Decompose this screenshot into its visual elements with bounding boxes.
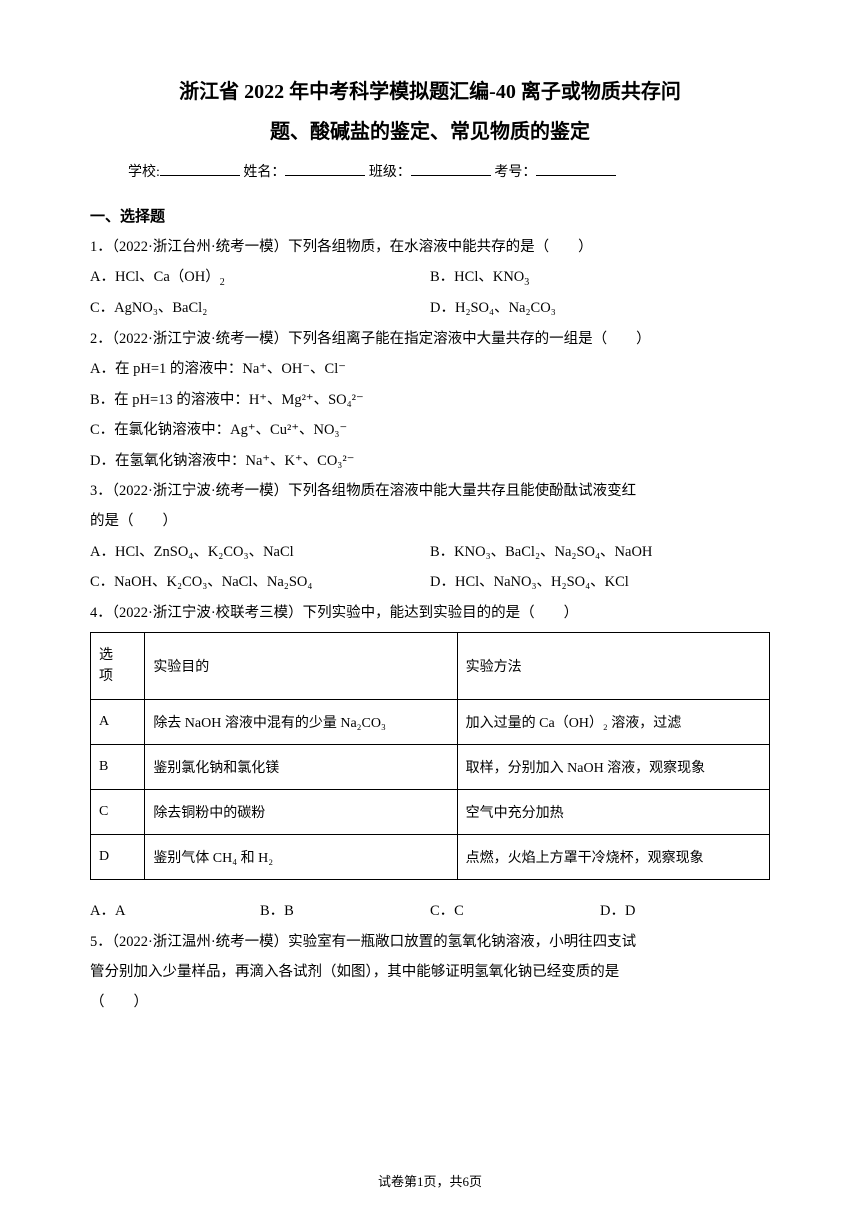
q4-stem: 4．（2022·浙江宁波·校联考三模）下列实验中，能达到实验目的的是（ ） bbox=[90, 598, 770, 628]
label-name: 姓名： bbox=[243, 165, 285, 180]
q4-table: 选项 实验目的 实验方法 A 除去 NaOH 溶液中混有的少量 Na₂CO₃ 加… bbox=[90, 632, 770, 880]
q1-row1: A．HCl、Ca（OH）2 B．HCl、KNO3 bbox=[90, 262, 770, 293]
q4-opt-d: D．D bbox=[600, 896, 770, 926]
title-line-2: 题、酸碱盐的鉴定、常见物质的鉴定 bbox=[90, 112, 770, 152]
table-row: C 除去铜粉中的碳粉 空气中充分加热 bbox=[91, 790, 770, 835]
q3-opt-d: D．HCl、NaNO₃、H₂SO₄、KCl bbox=[430, 567, 770, 597]
q4-opt-b: B．B bbox=[260, 896, 430, 926]
cell-method: 加入过量的 Ca（OH）₂ 溶液，过滤 bbox=[457, 700, 769, 745]
q1-opt-b: B．HCl、KNO3 bbox=[430, 262, 770, 293]
label-school: 学校: bbox=[128, 165, 160, 180]
cell-opt: D bbox=[91, 835, 145, 880]
cell-method: 取样，分别加入 NaOH 溶液，观察现象 bbox=[457, 745, 769, 790]
q2-opt-b: B．在 pH=13 的溶液中：H⁺、Mg²⁺、SO₄²⁻ bbox=[90, 385, 770, 415]
page-footer: 试卷第1页，共6页 bbox=[0, 1171, 860, 1190]
blank-examno[interactable] bbox=[536, 160, 616, 176]
cell-purpose: 鉴别气体 CH₄ 和 H₂ bbox=[145, 835, 457, 880]
student-info-line: 学校: 姓名： 班级： 考号： bbox=[90, 160, 770, 181]
q5-line3: （ ） bbox=[90, 987, 770, 1017]
q1-row2: C．AgNO₃、BaCl₂ D．H₂SO₄、Na₂CO₃ bbox=[90, 293, 770, 323]
cell-opt: C bbox=[91, 790, 145, 835]
q2-opt-c: C．在氯化钠溶液中：Ag⁺、Cu²⁺、NO₃⁻ bbox=[90, 415, 770, 445]
q1-a-text: A．HCl、Ca（OH） bbox=[90, 269, 220, 285]
q1-stem: 1．（2022·浙江台州·统考一模）下列各组物质，在水溶液中能共存的是（ ） bbox=[90, 232, 770, 262]
cell-opt: A bbox=[91, 700, 145, 745]
table-header-row: 选项 实验目的 实验方法 bbox=[91, 633, 770, 700]
table-row: D 鉴别气体 CH₄ 和 H₂ 点燃，火焰上方罩干冷烧杯，观察现象 bbox=[91, 835, 770, 880]
q4-opt-a: A．A bbox=[90, 896, 260, 926]
cell-opt: B bbox=[91, 745, 145, 790]
q3-row1: A．HCl、ZnSO₄、K₂CO₃、NaCl B．KNO₃、BaCl₂、Na₂S… bbox=[90, 537, 770, 567]
q3-stem-a: 3．（2022·浙江宁波·统考一模）下列各组物质在溶液中能大量共存且能使酚酞试液… bbox=[90, 476, 770, 506]
table-row: B 鉴别氯化钠和氯化镁 取样，分别加入 NaOH 溶液，观察现象 bbox=[91, 745, 770, 790]
label-class: 班级： bbox=[369, 165, 411, 180]
q4-opts: A．A B．B C．C D．D bbox=[90, 896, 770, 926]
table-row: A 除去 NaOH 溶液中混有的少量 Na₂CO₃ 加入过量的 Ca（OH）₂ … bbox=[91, 700, 770, 745]
blank-name[interactable] bbox=[285, 160, 365, 176]
q4-opt-c: C．C bbox=[430, 896, 600, 926]
cell-method: 点燃，火焰上方罩干冷烧杯，观察现象 bbox=[457, 835, 769, 880]
th-method: 实验方法 bbox=[457, 633, 769, 700]
cell-purpose: 鉴别氯化钠和氯化镁 bbox=[145, 745, 457, 790]
q1-b-text: B．HCl、KNO bbox=[430, 269, 524, 285]
q3-opt-b: B．KNO₃、BaCl₂、Na₂SO₄、NaOH bbox=[430, 537, 770, 567]
q3-stem-b: 的是（ ） bbox=[90, 506, 770, 536]
q3-row2: C．NaOH、K₂CO₃、NaCl、Na₂SO₄ D．HCl、NaNO₃、H₂S… bbox=[90, 567, 770, 597]
q2-opt-a: A．在 pH=1 的溶液中：Na⁺、OH⁻、Cl⁻ bbox=[90, 354, 770, 384]
title-line-1: 浙江省 2022 年中考科学模拟题汇编-40 离子或物质共存问 bbox=[90, 72, 770, 112]
blank-school[interactable] bbox=[160, 160, 240, 176]
q3-opt-a: A．HCl、ZnSO₄、K₂CO₃、NaCl bbox=[90, 537, 430, 567]
q1-a-sub: 2 bbox=[220, 277, 225, 288]
cell-method: 空气中充分加热 bbox=[457, 790, 769, 835]
blank-class[interactable] bbox=[411, 160, 491, 176]
q5-line1: 5．（2022·浙江温州·统考一模）实验室有一瓶敞口放置的氢氧化钠溶液，小明往四… bbox=[90, 927, 770, 957]
q2-opt-d: D．在氢氧化钠溶液中：Na⁺、K⁺、CO₃²⁻ bbox=[90, 446, 770, 476]
q2-stem: 2．（2022·浙江宁波·统考一模）下列各组离子能在指定溶液中大量共存的一组是（… bbox=[90, 324, 770, 354]
th-option: 选项 bbox=[91, 633, 145, 700]
q1-b-sub: 3 bbox=[524, 277, 529, 288]
q1-opt-a: A．HCl、Ca（OH）2 bbox=[90, 262, 430, 293]
cell-purpose: 除去 NaOH 溶液中混有的少量 Na₂CO₃ bbox=[145, 700, 457, 745]
cell-purpose: 除去铜粉中的碳粉 bbox=[145, 790, 457, 835]
th-purpose: 实验目的 bbox=[145, 633, 457, 700]
q1-opt-c: C．AgNO₃、BaCl₂ bbox=[90, 293, 430, 323]
q1-opt-d: D．H₂SO₄、Na₂CO₃ bbox=[430, 293, 770, 323]
q5-line2: 管分别加入少量样品，再滴入各试剂（如图），其中能够证明氢氧化钠已经变质的是 bbox=[90, 957, 770, 987]
section-header: 一、选择题 bbox=[90, 205, 770, 226]
q3-opt-c: C．NaOH、K₂CO₃、NaCl、Na₂SO₄ bbox=[90, 567, 430, 597]
label-examno: 考号： bbox=[494, 165, 536, 180]
